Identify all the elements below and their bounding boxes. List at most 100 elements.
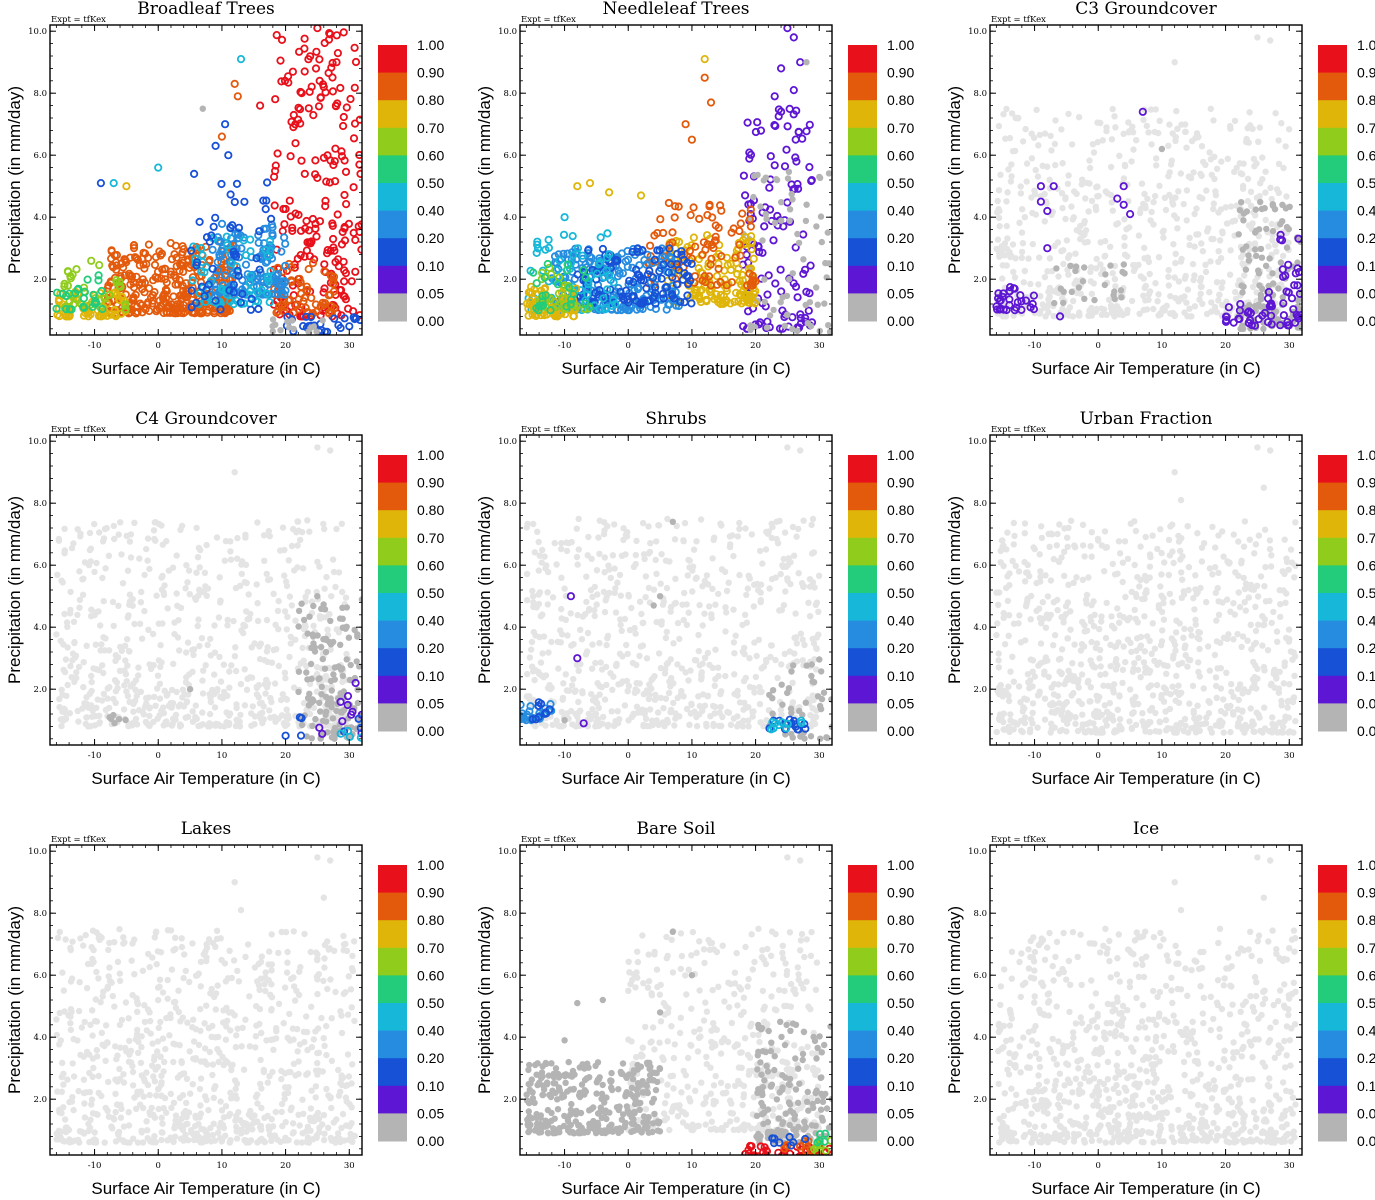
scatter-point	[1196, 193, 1203, 201]
scatter-point	[624, 650, 631, 658]
scatter-point	[248, 722, 255, 729]
scatter-point	[312, 715, 319, 723]
scatter-point	[224, 151, 233, 160]
scatter-point	[745, 572, 752, 579]
scatter-point	[545, 568, 552, 576]
scatter-point	[64, 681, 71, 689]
scatter-point	[625, 276, 634, 285]
scatter-point	[617, 621, 624, 629]
scatter-point	[634, 709, 642, 716]
scatter-point	[109, 598, 117, 606]
scatter-point	[295, 607, 303, 615]
scatter-point	[1245, 252, 1252, 259]
scatter-point	[639, 519, 647, 527]
scatter-point	[1148, 141, 1155, 148]
y-tick-label: 6.0	[503, 151, 517, 161]
scatter-point	[778, 199, 785, 206]
scatter-point	[1183, 299, 1190, 306]
scatter-point	[1226, 271, 1234, 278]
scatter-point	[143, 694, 150, 702]
scatter-point	[659, 294, 668, 303]
scatter-point	[248, 674, 256, 681]
scatter-point	[1068, 288, 1075, 296]
scatter-point	[1279, 294, 1286, 301]
scatter-point	[1204, 228, 1211, 235]
scatter-point	[545, 649, 552, 656]
scatter-point	[1236, 207, 1244, 214]
scatter-point	[696, 601, 703, 609]
scatter-point	[718, 722, 725, 730]
scatter-point	[650, 231, 659, 240]
scatter-point	[279, 691, 286, 698]
scatter-point	[290, 525, 297, 533]
scatter-point	[1266, 255, 1273, 262]
scatter-point	[600, 713, 607, 721]
scatter-point	[558, 708, 565, 716]
scatter-point	[1108, 302, 1115, 309]
scatter-point	[814, 693, 822, 700]
scatter-point	[120, 301, 130, 310]
scatter-point	[58, 577, 65, 584]
scatter-point	[1257, 245, 1265, 253]
scatter-point	[98, 641, 105, 648]
scatter-point	[1231, 168, 1238, 176]
scatter-point	[668, 273, 677, 282]
scatter-point	[127, 272, 137, 281]
scatter-point	[1239, 170, 1246, 178]
scatter-point	[1267, 320, 1276, 329]
scatter-point	[127, 554, 135, 561]
scatter-point	[1166, 121, 1173, 128]
scatter-point	[232, 262, 241, 271]
scatter-point	[279, 233, 289, 242]
scatter-point	[534, 698, 543, 707]
scatter-point	[529, 587, 536, 595]
scatter-point	[87, 702, 95, 709]
scatter-point	[1193, 205, 1200, 212]
scatter-point	[645, 523, 652, 530]
scatter-point	[58, 686, 65, 693]
scatter-point	[194, 622, 201, 630]
scatter-point	[91, 568, 98, 576]
scatter-point	[152, 702, 159, 709]
scatter-point	[175, 703, 182, 710]
scatter-point	[1041, 130, 1049, 137]
scatter-point	[784, 444, 791, 451]
scatter-point	[792, 157, 801, 166]
scatter-point	[336, 697, 345, 706]
scatter-point	[596, 639, 603, 647]
scatter-point	[802, 699, 809, 706]
scatter-point	[1067, 262, 1074, 269]
scatter-point	[672, 236, 681, 246]
scatter-point	[641, 555, 648, 563]
scatter-point	[743, 591, 750, 599]
scatter-point	[722, 604, 729, 611]
scatter-point	[535, 567, 542, 574]
scatter-point	[1165, 142, 1172, 149]
scatter-point	[63, 692, 70, 700]
scatter-point	[1262, 189, 1269, 196]
colorbar-label: 0.50	[887, 175, 914, 191]
scatter-point	[1108, 308, 1116, 316]
scatter-point	[664, 198, 673, 208]
scatter-point	[786, 648, 793, 655]
scatter-point	[672, 715, 679, 722]
scatter-point	[151, 693, 158, 701]
colorbar-label: 1.00	[887, 37, 914, 53]
scatter-point	[1021, 296, 1031, 305]
scatter-point	[1034, 173, 1042, 180]
scatter-point	[706, 281, 715, 290]
scatter-point	[264, 644, 271, 651]
scatter-point	[816, 327, 823, 335]
scatter-point	[146, 712, 153, 720]
scatter-point	[218, 250, 227, 260]
colorbar-label: 0.90	[417, 475, 444, 491]
scatter-point	[176, 647, 183, 654]
scatter-point	[300, 44, 309, 53]
scatter-point	[807, 712, 814, 719]
scatter-point	[698, 669, 705, 676]
scatter-point	[573, 244, 583, 253]
colorbar-swatch	[378, 183, 407, 212]
scatter-point	[1228, 688, 1235, 696]
scatter-point	[345, 715, 352, 722]
scatter-point	[281, 572, 288, 579]
